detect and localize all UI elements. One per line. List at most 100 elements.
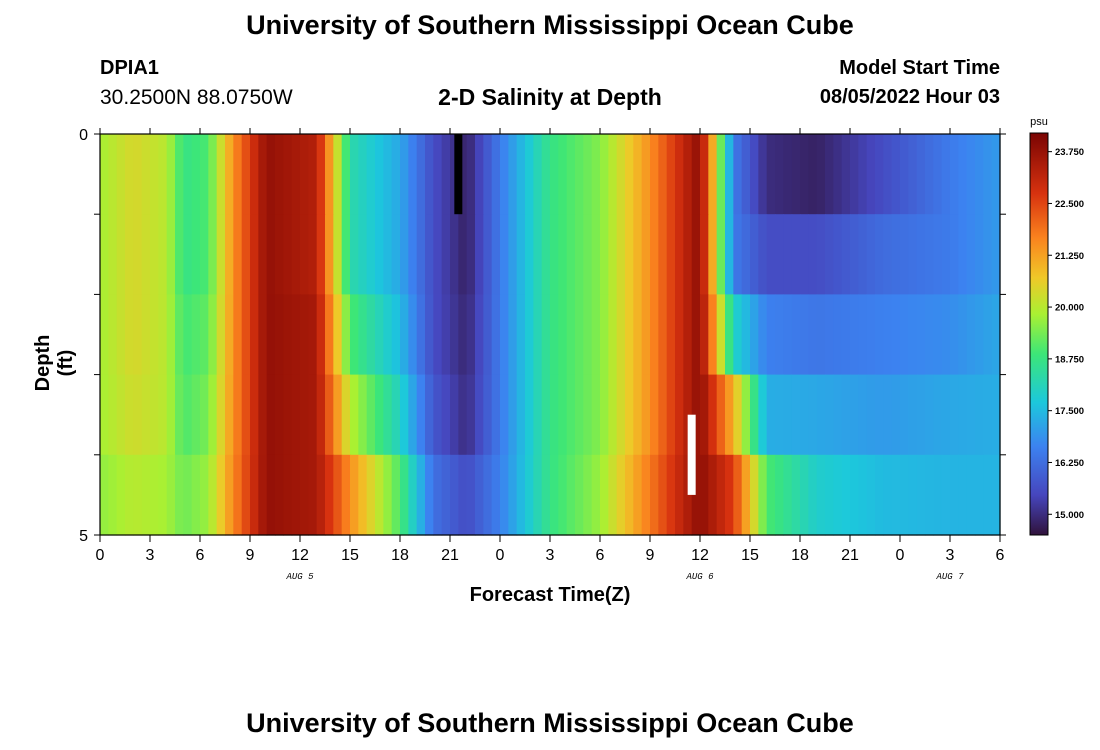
heatmap-cell (425, 374, 434, 456)
heatmap-cell (466, 214, 476, 295)
colorbar-gradient (1029, 132, 1049, 536)
heatmap-cell (983, 134, 993, 215)
heatmap-cell (950, 454, 959, 536)
heatmap-cell (883, 134, 893, 215)
heatmap-cell (325, 134, 334, 215)
model-start-label: Model Start Time (839, 57, 1000, 79)
heatmap-cell (891, 214, 901, 295)
heatmap-cell (750, 294, 759, 376)
heatmap-cell (583, 374, 593, 456)
heatmap-cell (450, 454, 459, 536)
heatmap-cell (483, 134, 493, 215)
colorbar-label: 18.750 (1055, 354, 1084, 365)
heatmap-cell (158, 214, 168, 295)
heatmap-cell (366, 454, 376, 536)
heatmap-cell (391, 134, 401, 215)
axis-ticks: 0 3 6 9 12 15 18 21 0 3 6 9 12 15 18 21 0 3 6 AUG 5 AUG 6 AUG… (79, 127, 1006, 582)
heatmap-cell (866, 214, 876, 295)
heatmap-cell (175, 294, 184, 376)
heatmap-cell (691, 454, 701, 536)
heatmap-cell (825, 294, 834, 376)
heatmap-cell (766, 214, 776, 295)
heatmap-cell (216, 294, 226, 376)
date-label: AUG 6 (685, 572, 714, 582)
heatmap-cell (841, 214, 851, 295)
heatmap-cell (333, 294, 343, 376)
heatmap-cell (666, 454, 676, 536)
heatmap-cell (808, 214, 818, 295)
heatmap-cell (283, 454, 293, 536)
heatmap-cell (716, 134, 726, 215)
heatmap-cell (708, 134, 718, 215)
heatmap-cell (458, 214, 468, 295)
heatmap-cell (491, 374, 501, 456)
heatmap-cell (816, 454, 826, 536)
heatmap-cell (383, 454, 393, 536)
heatmap-cell (566, 454, 576, 536)
heatmap-cell (808, 374, 818, 456)
heatmap-cell (875, 214, 884, 295)
heatmap-cell (683, 134, 693, 215)
heatmap-cell (700, 454, 709, 536)
heatmap-cell (508, 454, 518, 536)
heatmap-cell (916, 454, 926, 536)
colorbar-label: 17.500 (1055, 406, 1084, 417)
heatmap-cell (150, 294, 159, 376)
heatmap-cell (650, 374, 659, 456)
heatmap-cell (225, 134, 234, 215)
heatmap-cell (975, 374, 984, 456)
heatmap-cell (533, 134, 543, 215)
x-tick-label: 15 (341, 547, 359, 564)
heatmap-cell (183, 374, 193, 456)
heatmap-cell (150, 454, 159, 536)
heatmap-cell (100, 454, 109, 536)
heatmap-cell (825, 134, 834, 215)
heatmap-cell (266, 294, 276, 376)
heatmap-cell (691, 134, 701, 215)
heatmap-cell (433, 294, 443, 376)
heatmap-cell (600, 214, 609, 295)
heatmap-cell (300, 374, 309, 456)
heatmap-cell (483, 454, 493, 536)
heatmap-cell (650, 454, 659, 536)
heatmap-cell (833, 294, 843, 376)
heatmap-cell (616, 374, 626, 456)
heatmap-cell (983, 294, 993, 376)
heatmap-cell (633, 454, 643, 536)
heatmap-cell (558, 374, 568, 456)
heatmap-cell (625, 374, 634, 456)
heatmap-cell (300, 454, 309, 536)
heatmap-cell (575, 454, 584, 536)
heatmap-cell (641, 134, 651, 215)
heatmap-cell (925, 454, 934, 536)
heatmap-cell (500, 214, 509, 295)
heatmap-cell (200, 294, 209, 376)
heatmap-cell (625, 214, 634, 295)
heatmap-cell (783, 294, 793, 376)
heatmap-cell (416, 134, 426, 215)
heatmap-cell (200, 374, 209, 456)
heatmap-cell (308, 214, 318, 295)
heatmap-cell (541, 134, 551, 215)
station-id: DPIA1 (100, 57, 159, 79)
colorbar-label: 21.250 (1055, 251, 1084, 262)
heatmap-cell (166, 134, 176, 215)
heatmap-cell (708, 294, 718, 376)
heatmap-cell (775, 454, 784, 536)
heatmap-cell (541, 374, 551, 456)
heatmap-cell (316, 214, 326, 295)
heatmap-cell (725, 134, 734, 215)
heatmap-cell (141, 454, 151, 536)
white-marker (687, 414, 696, 495)
heatmap-cell (250, 134, 259, 215)
heatmap-cell (233, 374, 243, 456)
heatmap-cell (466, 374, 476, 456)
heatmap-cell (341, 454, 351, 536)
heatmap-cell (491, 454, 501, 536)
heatmap-cell (591, 454, 601, 536)
heatmap-cell (775, 374, 784, 456)
heatmap-cell (708, 214, 718, 295)
heatmap-cell (558, 294, 568, 376)
heatmap-cell (241, 214, 251, 295)
heatmap-cell (441, 294, 451, 376)
